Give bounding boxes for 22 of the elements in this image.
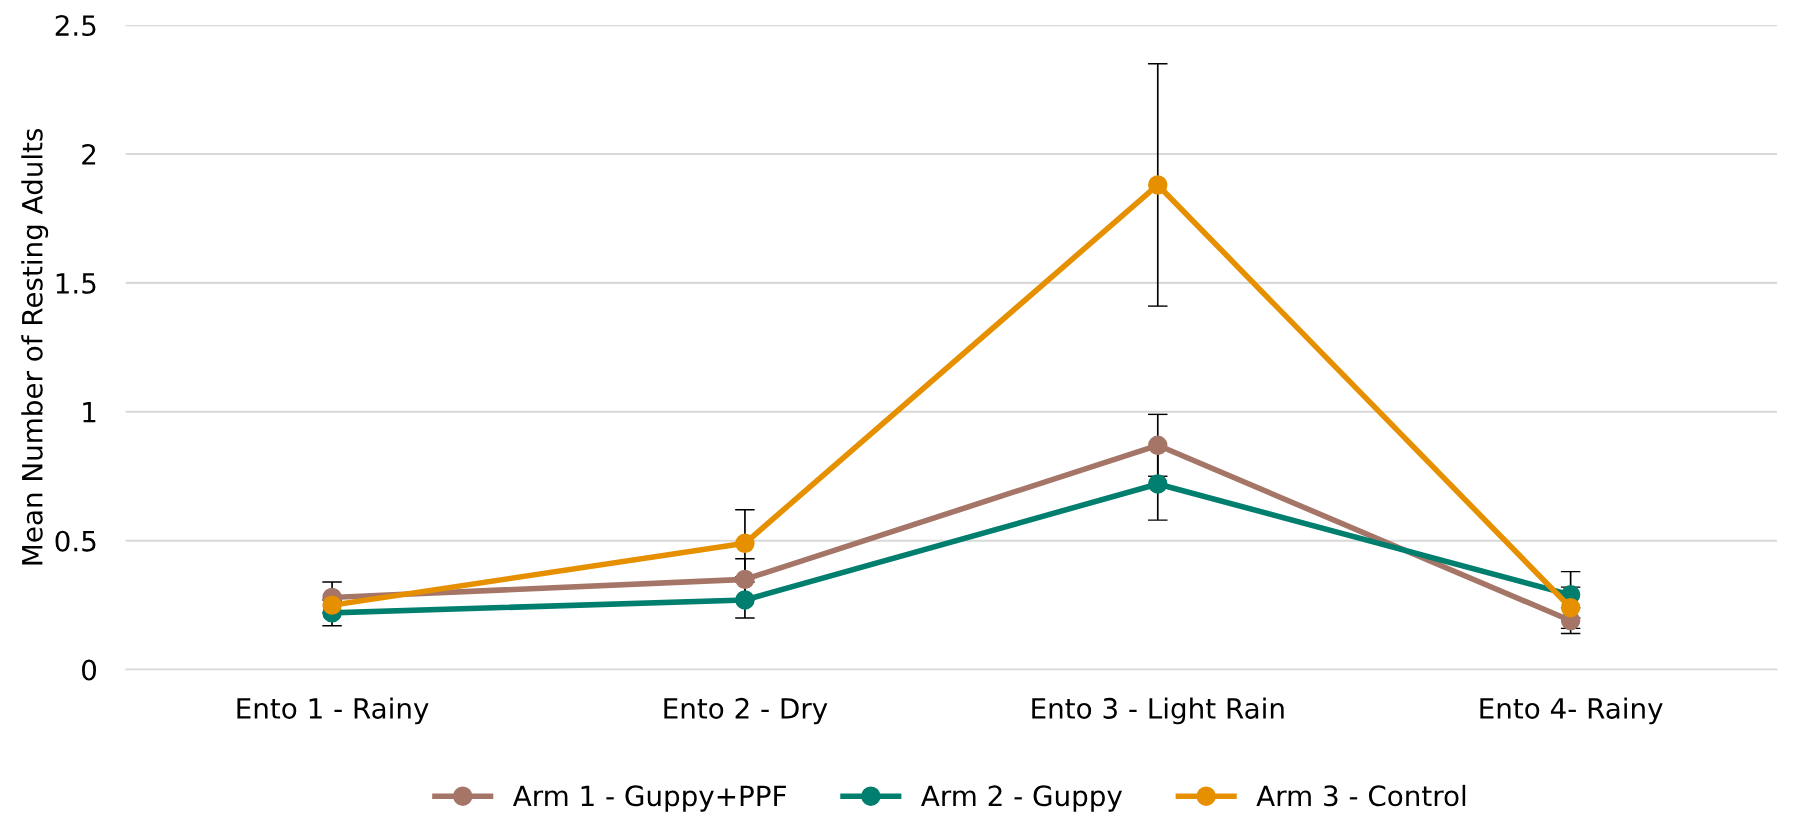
y-tick-label: 2.5 xyxy=(55,15,96,37)
y-tick-label: 0.5 xyxy=(55,530,96,552)
point xyxy=(735,569,755,590)
point xyxy=(1560,598,1581,618)
y-tick-label: 1 xyxy=(83,402,96,423)
point xyxy=(735,533,755,554)
point xyxy=(1148,435,1168,456)
x-tick-label: Ento 3 - Light Rain xyxy=(1032,697,1284,725)
point xyxy=(1148,474,1168,494)
x-tick-label: Ento 2 - Dry xyxy=(664,697,828,725)
y-tick-label: 1.5 xyxy=(56,273,96,294)
x-tick-label: Ento 1 - Rainy xyxy=(237,697,429,725)
x-tick-label: Ento 4- Rainy xyxy=(1480,697,1663,725)
y-tick-label: 2 xyxy=(82,143,96,165)
y-tick-label: 0 xyxy=(82,659,97,681)
legend-label: Arm 2 - Guppy xyxy=(921,785,1123,812)
point xyxy=(322,595,342,615)
point xyxy=(735,590,755,610)
point xyxy=(1148,175,1168,195)
legend-label: Arm 3 - Control xyxy=(1256,784,1466,807)
y-axis-title: Mean Number of Resting Adults xyxy=(21,128,49,565)
legend-label: Arm 1 - Guppy+PPF xyxy=(512,785,786,812)
